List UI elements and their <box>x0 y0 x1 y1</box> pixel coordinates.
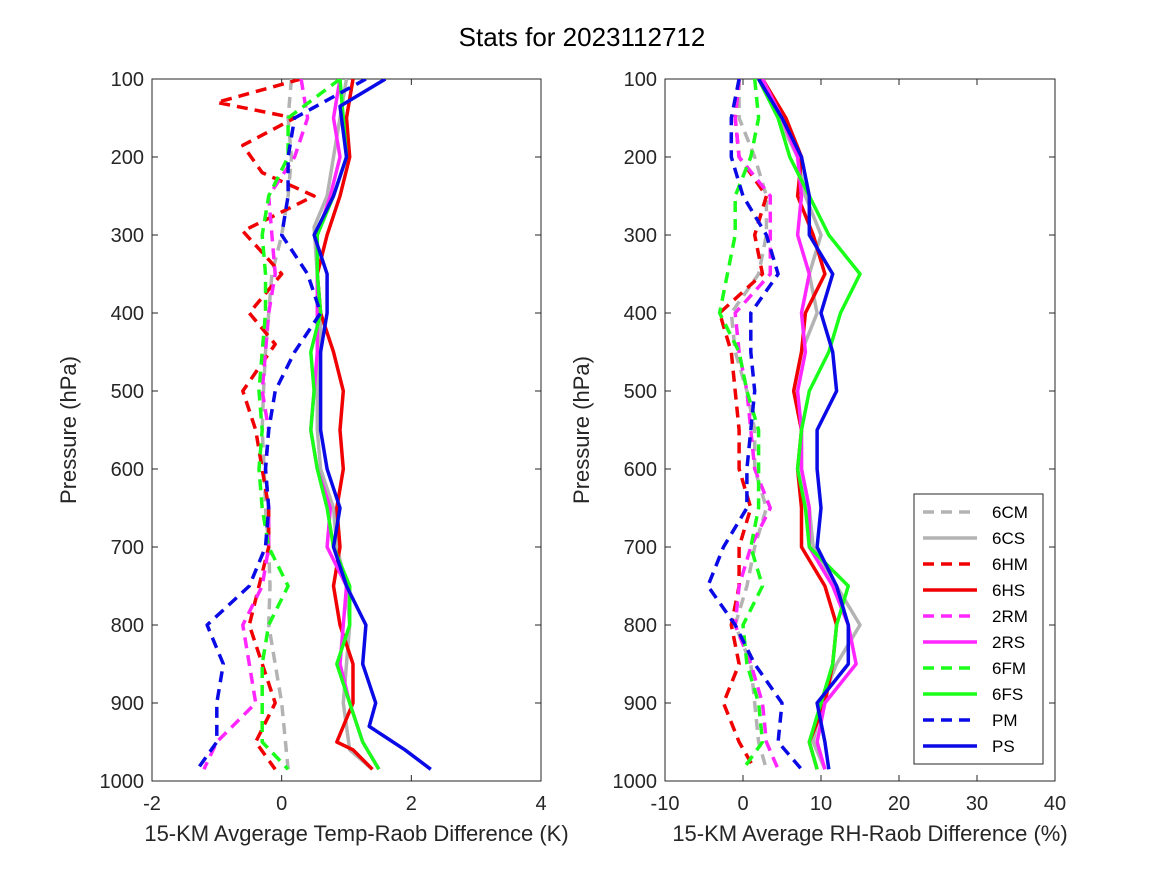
y-tick-label: 100 <box>111 69 144 91</box>
series-line-ps <box>757 79 851 770</box>
y-tick-label: 300 <box>111 225 144 247</box>
y-tick-label: 700 <box>624 537 657 559</box>
series-line-pm <box>195 79 367 771</box>
y-tick-label: 200 <box>111 147 144 169</box>
y-tick-label: 500 <box>624 381 657 403</box>
panel-2: -10 0 10 20 30 40 100 200 300 400 500 600 700 800 900 1… <box>569 69 1068 846</box>
panel-1: -2 0 2 4 100 200 300 400 500 600 700 800 900 1000 15-K… <box>56 69 569 846</box>
legend-label-2rs: 2RS <box>992 633 1025 652</box>
x-tick-label: -10 <box>651 793 680 815</box>
y-tick-label: 200 <box>624 147 657 169</box>
legend-label-6hs: 6HS <box>992 581 1025 600</box>
y-tick-label: 900 <box>624 693 657 715</box>
legend: 6CM 6CS 6HM 6HS 2RM 2RS 6FM 6FS PM PS <box>913 493 1044 765</box>
y-tick-label: 1000 <box>100 771 145 793</box>
x-tick-label: 40 <box>1044 793 1066 815</box>
legend-label-2rm: 2RM <box>992 607 1028 626</box>
y-tick-label: 500 <box>111 381 144 403</box>
y-tick-label: 600 <box>624 459 657 481</box>
legend-label-6fs: 6FS <box>992 685 1023 704</box>
series-line-2rm <box>733 79 780 770</box>
series-line-6cs <box>312 79 374 771</box>
series-line-6fm <box>257 79 342 771</box>
y-tick-label: 600 <box>111 459 144 481</box>
series-line-6cm <box>260 79 294 770</box>
x-axis-label: 15-KM Avgerage Temp-Raob Difference (K) <box>144 821 568 846</box>
y-tick-label: 1000 <box>613 771 658 793</box>
y-tick-label: 400 <box>111 303 144 325</box>
series-line-6hm <box>717 79 769 771</box>
y-tick-label: 800 <box>111 615 144 637</box>
x-tick-label: 30 <box>966 793 988 815</box>
y-tick-label: 700 <box>111 537 144 559</box>
series-line-6fm <box>717 79 765 771</box>
x-tick-label: 4 <box>535 793 546 815</box>
y-tick-label: 300 <box>624 225 657 247</box>
legend-label-ps: PS <box>992 737 1015 756</box>
x-tick-label: -2 <box>143 793 161 815</box>
series-line-pm <box>706 79 803 771</box>
legend-label-6fm: 6FM <box>992 659 1026 678</box>
x-axis-label: 15-KM Average RH-Raob Difference (%) <box>672 821 1067 846</box>
legend-label-6cm: 6CM <box>992 503 1028 522</box>
y-axis-label: Pressure (hPa) <box>569 356 594 504</box>
legend-label-6hm: 6HM <box>992 555 1028 574</box>
x-tick-label: 2 <box>406 793 417 815</box>
series-line-ps <box>312 79 432 771</box>
legend-label-pm: PM <box>992 711 1018 730</box>
x-tick-label: 0 <box>737 793 748 815</box>
x-tick-label: 0 <box>276 793 287 815</box>
legend-label-6cs: 6CS <box>992 529 1025 548</box>
y-axis-label: Pressure (hPa) <box>56 356 81 504</box>
series-line-6hm <box>215 79 316 771</box>
y-tick-label: 900 <box>111 693 144 715</box>
x-tick-label: 10 <box>810 793 832 815</box>
y-tick-label: 400 <box>624 303 657 325</box>
plot-area <box>195 79 432 771</box>
series-line-6cm <box>729 79 769 770</box>
y-tick-label: 100 <box>624 69 657 91</box>
figure-title: Stats for 2023112712 <box>459 22 706 52</box>
series-line-6hs <box>315 79 374 771</box>
y-tick-label: 800 <box>624 615 657 637</box>
plot-area <box>706 79 862 771</box>
x-tick-label: 20 <box>888 793 910 815</box>
